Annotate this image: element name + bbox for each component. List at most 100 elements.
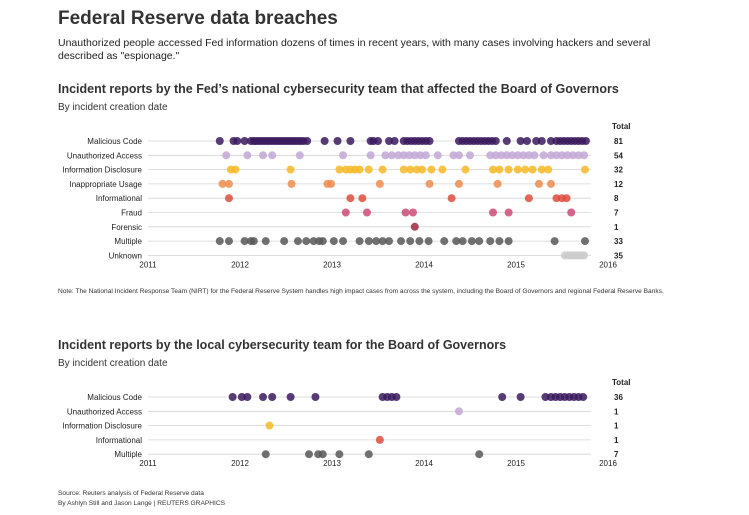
chart1-dot-unauthorized-access [569, 151, 578, 160]
chart2-dot-multiple [305, 450, 313, 459]
chart1-dot-information-disclosure [427, 165, 436, 174]
chart1-dot-malicious-code [390, 137, 399, 145]
chart1-x-tick-label: 2015 [507, 260, 525, 269]
chart1-dot-fraud [408, 208, 417, 217]
chart1-dot-malicious-code [546, 137, 555, 145]
chart1-dot-malicious-code [502, 137, 511, 145]
chart1-total-unknown: 35 [614, 251, 623, 260]
chart2-total-informational: 1 [614, 436, 619, 445]
chart1-dot-unauthorized-access [519, 151, 528, 160]
chart1-dot-unauthorized-access [387, 151, 396, 160]
chart1-dot-unauthorized-access [574, 151, 583, 160]
chart2-dot-malicious-code [228, 393, 237, 401]
chart1-dot-multiple [581, 237, 589, 246]
chart1-dot-unknown [580, 251, 589, 260]
chart1-total-unauthorized-access: 54 [614, 151, 623, 160]
chart1-dot-informational [447, 194, 456, 203]
chart2-dot-malicious-code [498, 393, 507, 401]
chart1-dot-multiple [355, 237, 364, 246]
chart1-dot-inappropriate-usage [287, 179, 296, 188]
chart1-dot-fraud [401, 208, 410, 217]
chart1-dot-inappropriate-usage [493, 179, 502, 188]
chart1-subtitle: By incident creation date [58, 102, 168, 113]
chart1-dot-inappropriate-usage [224, 179, 233, 188]
chart2-category-label-multiple: Multiple [114, 450, 142, 459]
chart1-total-information-disclosure: 32 [614, 166, 623, 175]
chart1-dot-multiple [550, 237, 559, 246]
chart1-dot-unauthorized-access [405, 151, 414, 160]
chart1-total-inappropriate-usage: 12 [614, 180, 623, 189]
chart1-dot-malicious-code [374, 137, 382, 145]
chart1-dot-multiple [378, 237, 387, 246]
chart2-dot-malicious-code [392, 393, 401, 401]
chart1-category-label-unauthorized-access: Unauthorized Access [67, 151, 142, 160]
chart1-dot-multiple [415, 237, 424, 246]
chart1-dot-malicious-code [320, 137, 329, 145]
chart1-dot-unauthorized-access [421, 151, 430, 160]
chart1-dot-information-disclosure [544, 165, 553, 174]
chart1-category-label-malicious-code: Malicious Code [87, 137, 142, 146]
chart1-dot-fraud [362, 208, 371, 217]
chart2-dot-malicious-code [268, 393, 277, 401]
chart2-dot-malicious-code [516, 393, 525, 401]
chart1-category-label-informational: Informational [96, 194, 142, 203]
chart1-category-label-inappropriate-usage: Inappropriate Usage [70, 180, 143, 189]
chart2-category-label-information-disclosure: Information Disclosure [62, 422, 142, 431]
chart1-dot-informational [358, 194, 367, 203]
chart2-category-label-informational: Informational [96, 436, 142, 445]
chart2-dot-multiple [318, 450, 327, 459]
chart1-dot-inappropriate-usage [535, 179, 543, 188]
chart1-total-multiple: 33 [614, 237, 623, 246]
chart2-x-tick-label: 2012 [231, 459, 249, 468]
chart1-dot-multiple [372, 237, 381, 246]
chart1-category-label-unknown: Unknown [109, 251, 142, 260]
chart2-dot-malicious-code [286, 393, 295, 401]
chart1-category-label-fraud: Fraud [121, 209, 142, 218]
chart1-dot-malicious-code [516, 137, 525, 145]
chart1-dot-unauthorized-access [381, 151, 390, 160]
chart1-dot-multiple [280, 237, 289, 246]
chart1-dot-malicious-code [581, 137, 590, 145]
chart1-dot-inappropriate-usage [546, 179, 555, 188]
chart1-dot-fraud [341, 208, 350, 217]
chart2-total-unauthorized-access: 1 [614, 407, 619, 416]
chart1-dot-information-disclosure [461, 165, 470, 174]
chart1-dot-malicious-code [385, 137, 394, 145]
source-note: Source: Reuters analysis of Federal Rese… [58, 490, 204, 497]
chart1-dot-information-disclosure [438, 165, 447, 174]
chart1-dot-inappropriate-usage [425, 179, 434, 188]
chart1-x-tick-label: 2016 [599, 260, 617, 269]
chart1-dot-multiple [452, 237, 461, 246]
chart1-dot-multiple [475, 237, 484, 246]
chart1-dot-information-disclosure [489, 165, 497, 174]
chart1-total-forensic: 1 [614, 223, 619, 232]
chart1-dot-unauthorized-access [539, 151, 548, 160]
chart2-dot-multiple [364, 450, 373, 459]
chart1-dot-information-disclosure [504, 165, 513, 174]
chart1-dot-multiple [240, 237, 249, 246]
chart2-dot-malicious-code [259, 393, 267, 401]
chart1-dot-unauthorized-access [399, 151, 408, 160]
chart2-dot-multiple [475, 450, 484, 459]
chart1-dot-malicious-code [233, 137, 242, 145]
chart1-dot-unauthorized-access [508, 151, 517, 160]
chart1-dot-unauthorized-access [546, 151, 555, 160]
chart1-dot-malicious-code [523, 137, 532, 145]
chart1-dot-unauthorized-access [558, 151, 566, 160]
chart1-dot-fraud [504, 208, 513, 217]
chart1-dot-unauthorized-access [410, 151, 419, 160]
chart2-dot-information-disclosure [265, 421, 274, 430]
chart1-dot-unauthorized-access [243, 151, 252, 160]
chart1-dot-unauthorized-access [552, 151, 561, 160]
chart1-dot-multiple [467, 237, 476, 246]
chart1-dot-information-disclosure [378, 165, 387, 174]
chart2-total-information-disclosure: 1 [614, 422, 619, 431]
chart1-category-label-multiple: Multiple [114, 237, 142, 246]
chart1-dot-unauthorized-access [491, 151, 500, 160]
chart1-dot-unauthorized-access [530, 151, 539, 160]
chart1-dot-unauthorized-access [295, 151, 304, 160]
chart1-dot-unauthorized-access [513, 151, 522, 160]
chart1-dot-unauthorized-access [454, 151, 463, 160]
chart2-total-header: Total [612, 378, 631, 387]
